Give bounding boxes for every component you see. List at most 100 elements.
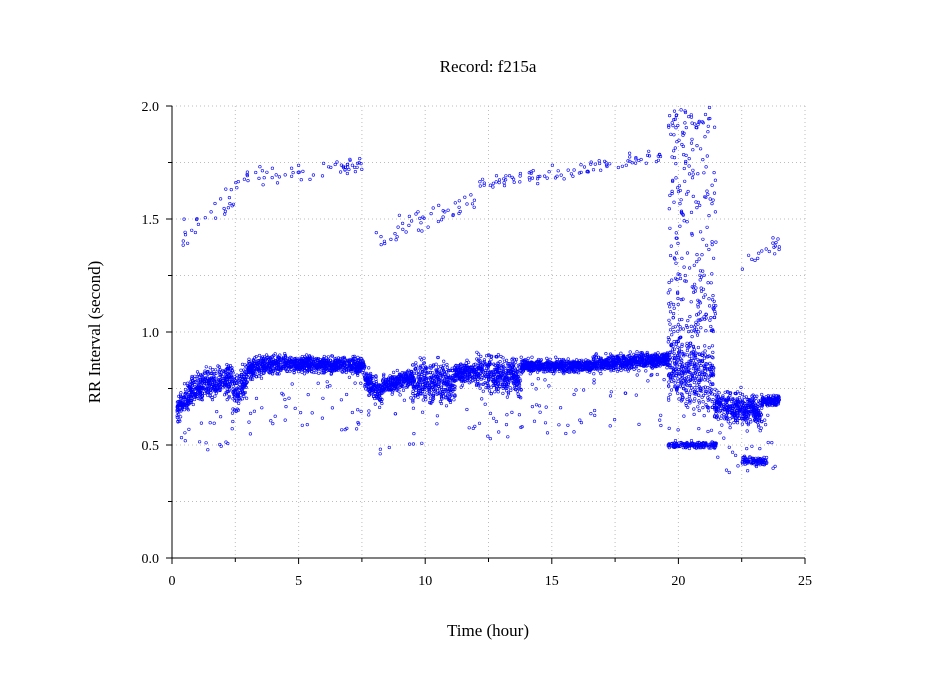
data-point [345, 367, 349, 371]
data-point [538, 410, 542, 414]
data-point [399, 384, 404, 388]
data-point [193, 397, 197, 402]
data-point [200, 391, 204, 395]
data-point [176, 419, 180, 423]
data-point [667, 380, 671, 384]
data-point [236, 395, 240, 399]
data-point [690, 386, 694, 390]
data-point [247, 420, 251, 424]
data-point [305, 353, 309, 357]
data-point [465, 358, 469, 362]
data-point [210, 389, 214, 393]
data-point [233, 375, 237, 379]
data-point [670, 333, 674, 337]
data-point [206, 393, 210, 397]
data-point [395, 368, 399, 373]
data-point [213, 394, 217, 398]
data-point [609, 390, 613, 394]
data-point [330, 406, 335, 410]
data-point [211, 368, 215, 372]
data-point [384, 385, 388, 389]
data-point [325, 385, 330, 389]
data-point [238, 375, 242, 379]
data-point [189, 394, 193, 399]
data-point [183, 403, 187, 407]
data-point [208, 378, 212, 382]
data-point [250, 364, 254, 368]
data-point [673, 381, 677, 385]
data-point [391, 390, 395, 394]
data-point [289, 360, 293, 364]
data-point [685, 348, 690, 353]
data-point [292, 371, 296, 375]
data-point [261, 361, 265, 365]
data-point [517, 413, 522, 417]
data-point [483, 402, 487, 406]
data-point [325, 380, 329, 384]
data-point [297, 370, 301, 374]
data-point [688, 401, 692, 405]
data-point [246, 370, 250, 375]
data-point [183, 387, 188, 392]
data-point [506, 435, 510, 439]
data-point [305, 363, 310, 367]
data-point [435, 422, 439, 426]
data-point [345, 426, 349, 431]
data-point [452, 398, 456, 402]
data-point [283, 418, 287, 422]
data-point [253, 362, 257, 366]
data-point [215, 410, 219, 414]
data-point [210, 383, 215, 387]
data-point [711, 350, 715, 355]
data-point [750, 444, 754, 448]
data-point [260, 360, 265, 364]
data-point [351, 358, 355, 362]
data-point [231, 390, 235, 394]
data-point [557, 423, 561, 427]
data-point [420, 441, 424, 445]
data-point [184, 391, 189, 395]
data-point [295, 364, 299, 369]
data-point [215, 383, 219, 387]
data-point [226, 441, 230, 446]
data-point [693, 397, 697, 401]
data-point [688, 389, 693, 393]
data-point [248, 432, 252, 436]
data-point [701, 400, 705, 404]
data-point [339, 398, 344, 402]
data-point [637, 422, 641, 427]
data-point [227, 385, 232, 389]
data-point [359, 381, 363, 385]
data-point [421, 398, 425, 402]
data-point [442, 363, 446, 367]
data-point [346, 358, 350, 363]
data-point [217, 370, 222, 374]
data-point [392, 375, 397, 379]
data-point [299, 411, 303, 415]
data-point [196, 396, 200, 401]
data-point [254, 355, 258, 359]
data-point [702, 414, 706, 418]
data-point [760, 392, 764, 397]
data-point [317, 360, 322, 364]
data-point [200, 381, 204, 385]
data-point [217, 365, 221, 369]
data-point [593, 413, 597, 418]
data-point [293, 406, 297, 411]
data-point [382, 372, 386, 376]
data-point [328, 358, 332, 363]
data-point [320, 416, 325, 420]
data-point [311, 355, 315, 359]
data-point [504, 423, 509, 427]
data-point [401, 385, 405, 389]
data-point [328, 362, 332, 366]
data-point [317, 364, 321, 368]
data-point [325, 366, 329, 370]
data-point [204, 441, 208, 445]
data-point [337, 364, 341, 368]
data-point [668, 360, 673, 364]
data-point [186, 381, 190, 385]
data-point [727, 445, 731, 449]
data-point [467, 426, 471, 430]
